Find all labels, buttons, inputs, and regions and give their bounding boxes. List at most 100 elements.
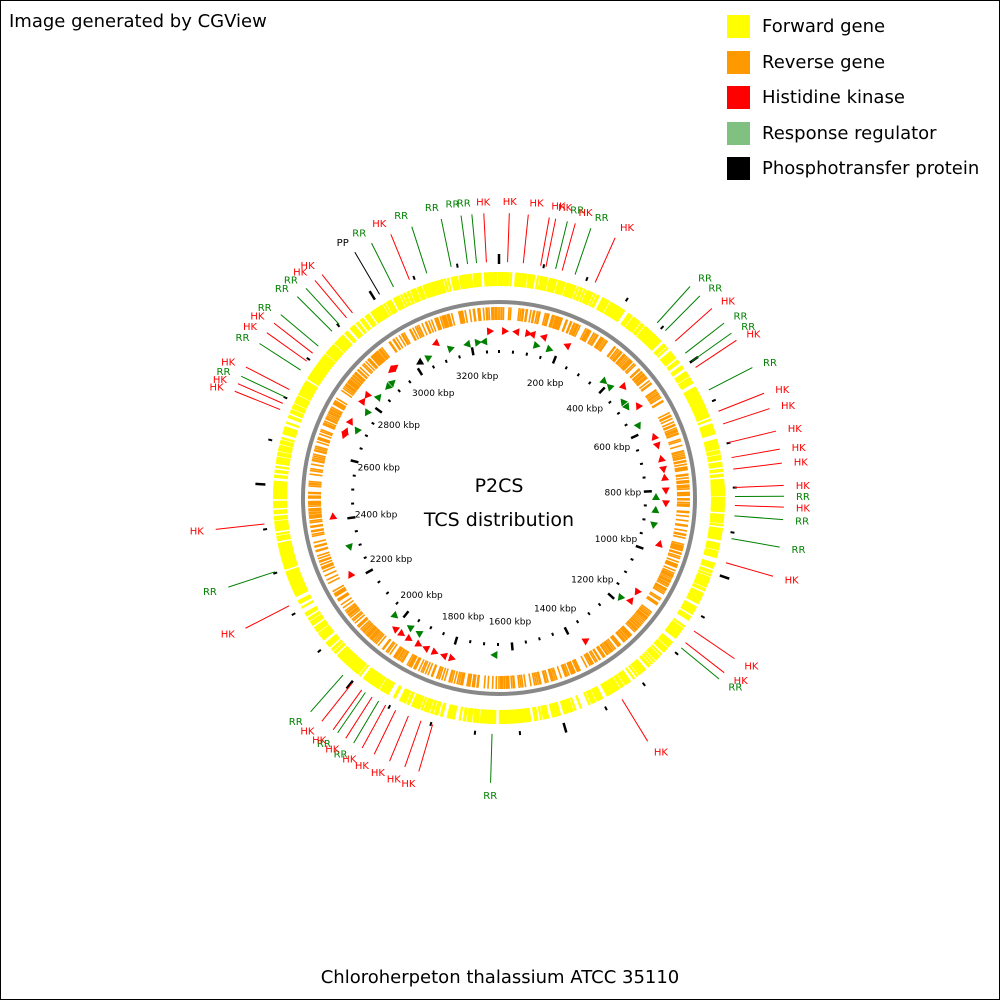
reverse-gene-mark bbox=[427, 662, 434, 676]
reverse-gene-mark bbox=[371, 355, 381, 366]
outer-tick bbox=[585, 276, 589, 282]
reverse-gene-mark bbox=[640, 382, 653, 392]
reverse-gene-mark bbox=[319, 559, 333, 566]
tcs-arrow-hk bbox=[581, 638, 590, 646]
reverse-gene-mark bbox=[595, 337, 604, 350]
forward-gene-mark bbox=[585, 291, 594, 306]
scale-label: 800 kbp bbox=[605, 489, 642, 499]
reverse-gene-mark bbox=[562, 663, 569, 677]
forward-gene-mark bbox=[439, 702, 446, 717]
forward-gene-mark bbox=[578, 288, 587, 303]
reverse-gene-mark bbox=[596, 645, 606, 658]
callout-label: HK bbox=[794, 458, 809, 469]
reverse-gene-mark bbox=[628, 618, 640, 629]
reverse-gene-mark bbox=[632, 371, 644, 382]
forward-gene-mark bbox=[273, 480, 288, 484]
forward-gene-mark bbox=[336, 339, 348, 351]
reverse-gene-mark bbox=[664, 561, 678, 569]
reverse-gene-mark bbox=[450, 670, 456, 684]
callout-label: HK bbox=[620, 223, 635, 234]
reverse-gene-mark bbox=[674, 468, 688, 473]
outer-tick-ring bbox=[255, 254, 737, 736]
reverse-gene-mark bbox=[308, 515, 322, 519]
reverse-gene-mark bbox=[625, 364, 637, 375]
callout-label: RR bbox=[570, 206, 584, 217]
reverse-gene-mark bbox=[440, 315, 447, 329]
reverse-gene-mark bbox=[318, 556, 332, 563]
reverse-gene-mark bbox=[568, 322, 576, 335]
legend-swatch bbox=[727, 15, 750, 39]
tcs-arrow-hk bbox=[392, 626, 401, 634]
reverse-gene-mark bbox=[308, 514, 322, 518]
reverse-gene-mark bbox=[574, 658, 582, 672]
forward-gene-mark bbox=[313, 367, 326, 378]
reverse-gene-mark bbox=[380, 346, 391, 359]
reverse-gene-mark bbox=[322, 422, 336, 430]
reverse-gene-mark bbox=[321, 562, 334, 570]
forward-gene-mark bbox=[603, 301, 613, 315]
callout-label: HK bbox=[530, 199, 545, 210]
reverse-gene-mark bbox=[607, 346, 617, 358]
reverse-gene-mark bbox=[348, 379, 360, 389]
reverse-gene-mark bbox=[572, 324, 580, 337]
callout-label: RR bbox=[792, 545, 806, 556]
forward-gene-mark bbox=[565, 698, 572, 713]
callout-line bbox=[594, 237, 616, 283]
reverse-gene-mark bbox=[615, 631, 626, 643]
forward-gene-mark bbox=[627, 664, 639, 678]
reverse-gene-mark bbox=[570, 323, 578, 336]
forward-gene-mark bbox=[627, 318, 638, 331]
forward-gene-mark bbox=[487, 709, 491, 724]
reverse-gene-mark bbox=[376, 350, 387, 362]
forward-gene-mark bbox=[293, 400, 308, 409]
callout-label: RR bbox=[334, 749, 348, 760]
scale-tick bbox=[635, 544, 644, 550]
forward-gene-mark bbox=[300, 599, 315, 609]
tcs-arrow-rr bbox=[373, 393, 382, 402]
forward-gene-mark bbox=[668, 623, 681, 635]
callout-line bbox=[545, 218, 557, 267]
tcs-arrow-rr bbox=[480, 337, 488, 346]
reverse-gene-mark bbox=[542, 670, 548, 684]
callout-label: HK bbox=[325, 744, 340, 755]
outer-tick bbox=[336, 323, 341, 328]
reverse-gene-mark bbox=[649, 396, 662, 405]
forward-gene-mark bbox=[299, 388, 314, 398]
reverse-gene-mark bbox=[629, 618, 641, 628]
reverse-gene-mark bbox=[406, 653, 414, 666]
reverse-gene-mark bbox=[610, 349, 620, 361]
reverse-gene-mark bbox=[321, 563, 335, 570]
callout-label: HK bbox=[721, 297, 736, 308]
reverse-gene-mark bbox=[675, 522, 689, 527]
scale-tick bbox=[510, 642, 514, 651]
reverse-gene-mark bbox=[640, 604, 653, 614]
reverse-gene-mark bbox=[675, 473, 689, 477]
reverse-gene-mark bbox=[323, 420, 337, 427]
reverse-gene-mark bbox=[510, 675, 513, 689]
callout-line bbox=[574, 228, 592, 275]
legend-item: Phosphotransfer protein bbox=[727, 151, 979, 187]
reverse-gene-mark bbox=[520, 308, 524, 322]
callout-line bbox=[680, 647, 720, 680]
reverse-gene-mark bbox=[607, 638, 617, 650]
reverse-gene-mark bbox=[308, 483, 322, 486]
reverse-gene-mark bbox=[308, 508, 322, 511]
forward-gene-mark bbox=[705, 544, 720, 551]
scale-tick bbox=[442, 631, 446, 636]
callout-label: HK bbox=[558, 203, 573, 214]
scale-tick bbox=[630, 433, 639, 440]
forward-gene-mark bbox=[692, 406, 707, 415]
callout-label: HK bbox=[796, 481, 811, 492]
forward-gene-mark bbox=[516, 272, 521, 287]
reverse-gene-mark bbox=[584, 330, 592, 343]
callout-line bbox=[440, 218, 452, 268]
reverse-gene-mark bbox=[505, 675, 508, 689]
reverse-gene-mark bbox=[344, 602, 356, 612]
forward-gene-mark bbox=[478, 272, 483, 287]
forward-gene-mark bbox=[671, 366, 685, 377]
reverse-gene-mark bbox=[308, 504, 322, 508]
reverse-gene-mark bbox=[675, 474, 689, 478]
reverse-gene-mark bbox=[652, 586, 665, 595]
reverse-gene-mark bbox=[349, 608, 361, 619]
forward-gene-mark bbox=[551, 279, 558, 294]
